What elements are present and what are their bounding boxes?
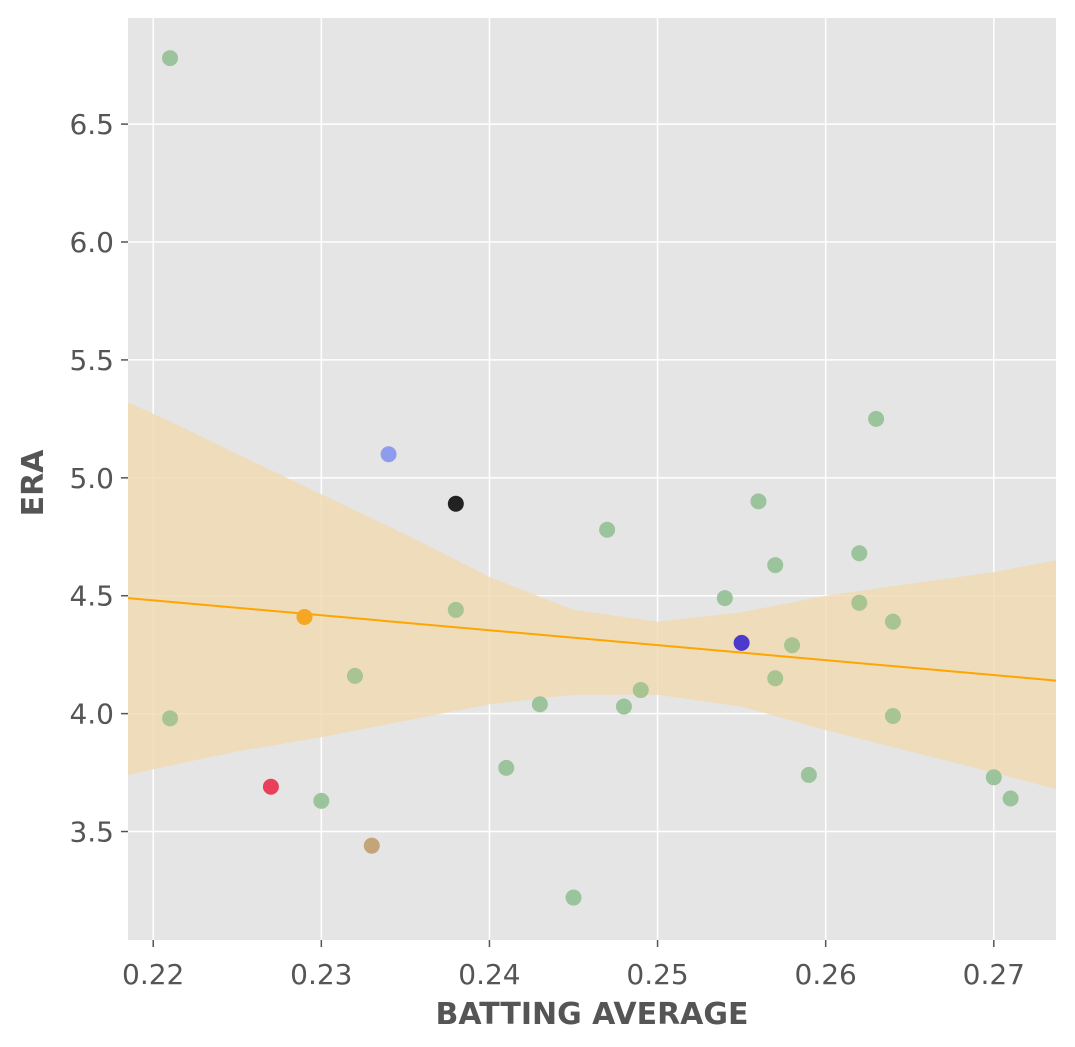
y-tick-label: 6.5	[69, 108, 114, 141]
data-point	[767, 670, 784, 687]
data-point	[599, 521, 616, 538]
regression-line-layer	[127, 597, 1057, 682]
data-point	[784, 637, 801, 654]
data-point	[531, 696, 548, 713]
y-tick-label: 4.0	[69, 698, 114, 731]
x-tick-label: 0.23	[290, 958, 352, 991]
data-points	[162, 50, 1019, 906]
data-point	[162, 50, 179, 67]
confidence-band	[128, 402, 1056, 790]
data-point	[380, 446, 397, 463]
y-tick-label: 5.5	[69, 344, 114, 377]
y-axis-title: ERA	[16, 449, 51, 517]
data-point	[313, 792, 330, 809]
x-axis-title: BATTING AVERAGE	[435, 997, 748, 1032]
data-point	[346, 667, 363, 684]
y-tick-label: 4.5	[69, 580, 114, 613]
data-point	[868, 410, 885, 427]
data-point	[632, 682, 649, 699]
data-point	[884, 613, 901, 630]
data-point	[296, 608, 313, 625]
x-tick-label: 0.27	[963, 958, 1025, 991]
data-point	[800, 766, 817, 783]
data-point	[884, 707, 901, 724]
data-point	[750, 493, 767, 510]
y-tick-label: 3.5	[69, 816, 114, 849]
x-tick-label: 0.22	[122, 958, 184, 991]
data-point	[985, 769, 1002, 786]
x-tick-label: 0.24	[458, 958, 520, 991]
data-point	[851, 545, 868, 562]
data-point	[262, 778, 279, 795]
x-tick-label: 0.26	[795, 958, 857, 991]
y-tick-label: 6.0	[69, 226, 114, 259]
confidence-band-layer	[128, 402, 1056, 790]
data-point	[565, 889, 582, 906]
y-axis-ticks: 3.5 4.0 4.5 5.0 5.5 6.0 6.5	[69, 108, 128, 849]
data-point	[767, 557, 784, 574]
data-point	[851, 594, 868, 611]
data-point	[447, 601, 464, 618]
data-point	[733, 634, 750, 651]
data-point	[498, 759, 515, 776]
data-point	[447, 495, 464, 512]
data-point	[615, 698, 632, 715]
data-point	[162, 710, 179, 727]
regression-line	[127, 597, 1057, 682]
x-axis-ticks: 0.22 0.23 0.24 0.25 0.26 0.27	[122, 940, 1025, 991]
data-point	[1002, 790, 1019, 807]
y-tick-label: 5.0	[69, 462, 114, 495]
data-point	[363, 837, 380, 854]
data-point	[716, 590, 733, 607]
x-tick-label: 0.25	[626, 958, 688, 991]
